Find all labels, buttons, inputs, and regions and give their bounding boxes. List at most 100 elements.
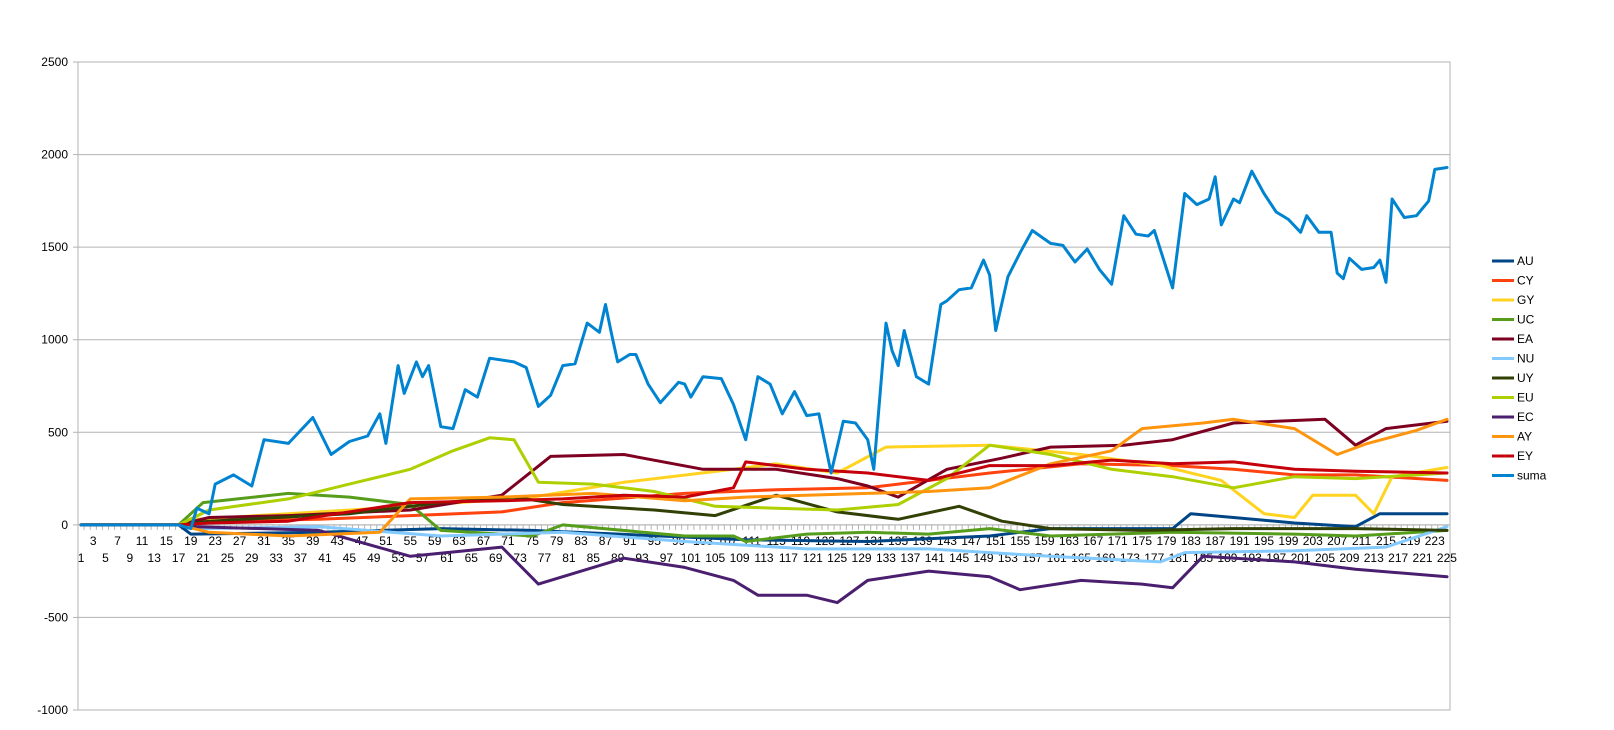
x-tick-label: 209 xyxy=(1339,551,1359,565)
x-tick-label: 163 xyxy=(1059,534,1079,548)
legend-label: EC xyxy=(1517,410,1534,424)
series-lines xyxy=(79,166,1449,605)
x-tick-label: 19 xyxy=(184,534,198,548)
x-tick-label: 41 xyxy=(318,551,332,565)
x-tick-label: 171 xyxy=(1108,534,1128,548)
x-tick-label: 11 xyxy=(136,534,149,548)
legend-label: AU xyxy=(1517,254,1534,268)
series-line-EY xyxy=(79,458,1449,527)
x-tick-label: 67 xyxy=(477,534,491,548)
x-tick-label: 205 xyxy=(1315,551,1335,565)
x-tick-label: 25 xyxy=(221,551,235,565)
series-line-AU xyxy=(79,512,1449,543)
x-tick-label: 133 xyxy=(876,551,896,565)
x-tick-label: 149 xyxy=(974,551,994,565)
x-tick-label: 39 xyxy=(306,534,320,548)
x-tick-label: 225 xyxy=(1437,551,1457,565)
x-tick-label: 105 xyxy=(705,551,725,565)
legend-label: EY xyxy=(1517,449,1533,463)
legend-label: GY xyxy=(1517,293,1534,307)
x-tick-label: 77 xyxy=(538,551,552,565)
y-tick-label: -1000 xyxy=(37,703,68,717)
x-tick-label: 101 xyxy=(681,551,701,565)
x-tick-label: 167 xyxy=(1083,534,1103,548)
x-tick-label: 21 xyxy=(196,551,210,565)
x-tick-label: 141 xyxy=(925,551,945,565)
y-tick-label: 1500 xyxy=(41,240,68,254)
x-tick-label: 87 xyxy=(599,534,613,548)
x-tick-label: 17 xyxy=(172,551,186,565)
x-tick-label: 15 xyxy=(160,534,174,548)
legend-label: NU xyxy=(1517,352,1534,366)
x-tick-label: 125 xyxy=(827,551,847,565)
x-tick-label: 143 xyxy=(937,534,957,548)
x-tick-label: 223 xyxy=(1425,534,1445,548)
x-tick-label: 157 xyxy=(1022,551,1042,565)
x-tick-label: 139 xyxy=(913,534,933,548)
x-tick-label: 71 xyxy=(501,534,515,548)
x-tick-label: 65 xyxy=(465,551,479,565)
x-tick-label: 63 xyxy=(452,534,466,548)
x-tick-label: 199 xyxy=(1278,534,1298,548)
x-tick-label: 69 xyxy=(489,551,503,565)
y-tick-label: 0 xyxy=(61,518,68,532)
x-tick-label: 1 xyxy=(78,551,85,565)
y-axis-ticks: -1000 -500 0 500 1000 1500 2000 2500 xyxy=(37,55,78,717)
x-axis: 3 7 11 15 19 23 27 31 35 39 43 47 51 55 59 63 67 71 75 79 83… xyxy=(77,524,1457,565)
legend-label: EA xyxy=(1517,332,1533,346)
x-tick-label: 37 xyxy=(294,551,308,565)
x-tick-label: 137 xyxy=(900,551,920,565)
x-tick-label: 221 xyxy=(1413,551,1433,565)
x-tick-label: 23 xyxy=(209,534,223,548)
x-tick-label: 175 xyxy=(1132,534,1152,548)
x-tick-label: 27 xyxy=(233,534,247,548)
x-tick-label: 83 xyxy=(574,534,588,548)
x-tick-label: 45 xyxy=(343,551,357,565)
x-tick-label: 191 xyxy=(1230,534,1250,548)
x-tick-label: 109 xyxy=(730,551,750,565)
x-tick-label: 3 xyxy=(90,534,97,548)
legend-label: UY xyxy=(1517,371,1534,385)
series-line-GY xyxy=(79,443,1449,527)
legend: AU CY GY UC EA NU UY EU EC AY EY suma xyxy=(1492,254,1547,483)
x-tick-label: 97 xyxy=(660,551,674,565)
y-tick-label: 500 xyxy=(48,425,68,439)
x-tick-label: 121 xyxy=(803,551,823,565)
x-tick-label: 179 xyxy=(1156,534,1176,548)
x-tick-label: 55 xyxy=(404,534,418,548)
x-tick-label: 79 xyxy=(550,534,564,548)
plot-area xyxy=(77,61,1451,711)
x-tick-label: 85 xyxy=(587,551,601,565)
x-tick-label: 117 xyxy=(779,551,798,565)
x-tick-label: 183 xyxy=(1181,534,1201,548)
gridlines xyxy=(77,61,1451,711)
x-tick-label: 187 xyxy=(1205,534,1225,548)
x-tick-label: 49 xyxy=(367,551,381,565)
x-tick-label: 51 xyxy=(379,534,393,548)
x-tick-label: 155 xyxy=(1010,534,1030,548)
x-tick-label: 207 xyxy=(1327,534,1347,548)
legend-label: AY xyxy=(1517,430,1532,444)
x-tick-label: 9 xyxy=(126,551,133,565)
y-tick-label: 2000 xyxy=(41,148,68,162)
legend-label: CY xyxy=(1517,274,1534,288)
y-tick-label: -500 xyxy=(44,610,68,624)
x-tick-label: 59 xyxy=(428,534,442,548)
y-tick-label: 2500 xyxy=(41,55,68,69)
series-line-EC xyxy=(79,523,1449,605)
x-tick-label: 5 xyxy=(102,551,109,565)
x-tick-label: 173 xyxy=(1120,551,1140,565)
x-tick-label: 197 xyxy=(1266,551,1286,565)
series-line-EU xyxy=(79,436,1449,527)
legend-label: UC xyxy=(1517,313,1535,327)
x-tick-label: 57 xyxy=(416,551,430,565)
x-tick-label: 13 xyxy=(148,551,162,565)
x-tick-label: 7 xyxy=(114,534,121,548)
x-tick-label: 31 xyxy=(257,534,271,548)
series-line-AY xyxy=(79,417,1449,538)
x-tick-label: 33 xyxy=(269,551,283,565)
x-tick-label: 81 xyxy=(562,551,576,565)
x-tick-label: 29 xyxy=(245,551,259,565)
y-tick-label: 1000 xyxy=(41,333,68,347)
